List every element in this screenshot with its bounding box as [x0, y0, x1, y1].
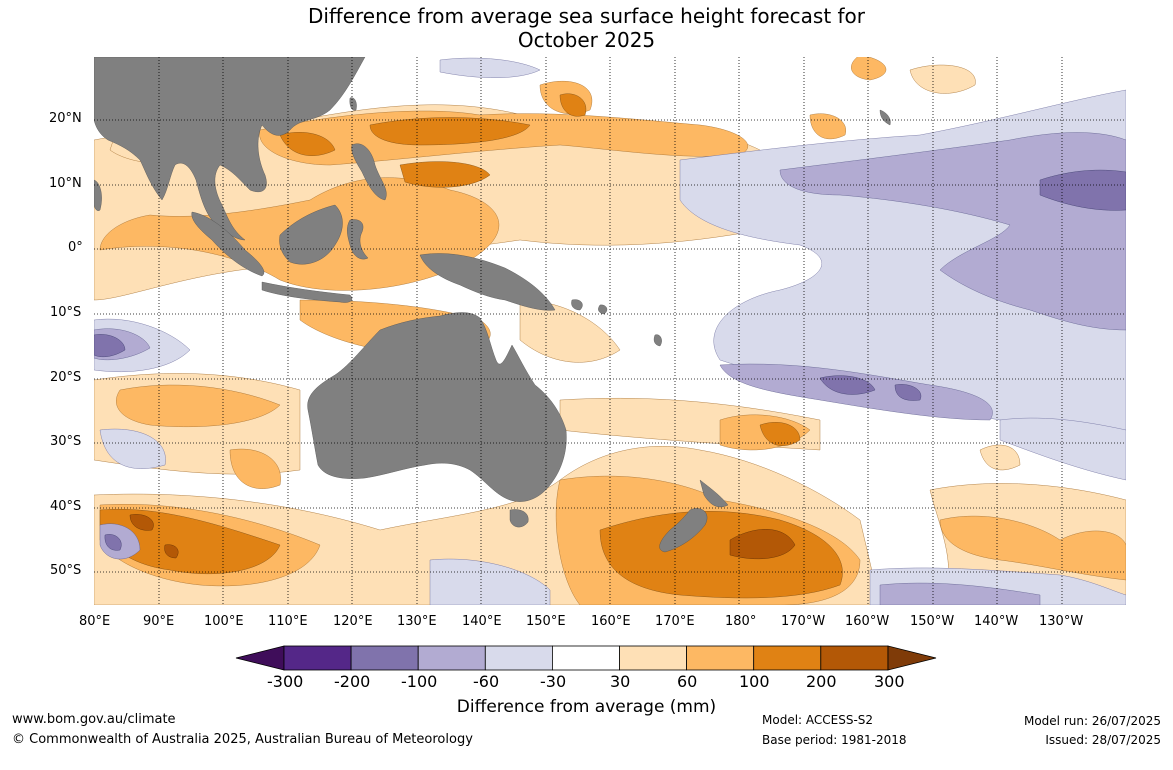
- lon-label: 170°E: [655, 614, 695, 629]
- colorbar-tick: -60: [473, 672, 500, 691]
- lat-label: 50°S: [50, 563, 82, 578]
- colorbar-swatch: [619, 645, 687, 671]
- lon-label: 170°W: [781, 614, 826, 629]
- lon-label: 80°E: [79, 614, 111, 629]
- lon-label: 110°E: [268, 614, 308, 629]
- colorbar-tick: -100: [401, 672, 438, 691]
- footer-model: Model: ACCESS-S2: [762, 713, 874, 727]
- lon-label: 130°W: [1039, 614, 1084, 629]
- chart-title: Difference from average sea surface heig…: [0, 4, 1173, 52]
- footer-url: www.bom.gov.au/climate: [12, 712, 176, 727]
- lon-label: 130°E: [397, 614, 437, 629]
- lat-label: 10°S: [50, 305, 82, 320]
- lon-label: 150°W: [910, 614, 955, 629]
- colorbar-high-arrow: [887, 645, 937, 671]
- footer-copyright: © Commonwealth of Australia 2025, Austra…: [12, 732, 473, 747]
- lon-label: 90°E: [143, 614, 175, 629]
- lat-label: 10°N: [49, 176, 82, 191]
- colorbar-label: Difference from average (mm): [456, 697, 717, 717]
- lon-label: 160°W: [845, 614, 890, 629]
- colorbar-tick: -200: [334, 672, 371, 691]
- colorbar-swatch: [417, 645, 486, 671]
- colorbar-swatch: [686, 645, 755, 671]
- lon-label: 120°E: [333, 614, 373, 629]
- colorbar: [235, 645, 937, 671]
- footer-issued: Issued: 28/07/2025: [1045, 733, 1161, 747]
- graticule: [94, 57, 1126, 605]
- title-line-1: Difference from average sea surface heig…: [307, 4, 866, 28]
- colorbar-swatch: [350, 645, 419, 671]
- lon-label: 100°E: [204, 614, 244, 629]
- colorbar-swatch: [753, 645, 822, 671]
- lat-label: 0°: [68, 240, 83, 255]
- lon-label: 140°W: [974, 614, 1019, 629]
- anomaly-200-300: [129, 514, 796, 560]
- anomaly-neg100-neg200: [94, 169, 1126, 551]
- lat-label: 20°N: [49, 111, 82, 126]
- colorbar-tick: 60: [677, 672, 698, 691]
- title-line-2: October 2025: [517, 28, 656, 52]
- lon-label: 140°E: [462, 614, 502, 629]
- lat-label: 40°S: [50, 499, 82, 514]
- footer-base-period: Base period: 1981-2018: [762, 733, 907, 747]
- map-area: [94, 57, 1126, 605]
- colorbar-tick: -300: [267, 672, 304, 691]
- colorbar-tick: 200: [806, 672, 837, 691]
- lat-label: 30°S: [50, 434, 82, 449]
- lon-label: 180°: [725, 614, 757, 629]
- colorbar-low-arrow: [235, 645, 285, 671]
- land: [94, 57, 891, 553]
- lon-label: 160°E: [591, 614, 631, 629]
- colorbar-swatch: [484, 645, 553, 671]
- colorbar-tick: 30: [610, 672, 631, 691]
- colorbar-tick: 100: [739, 672, 770, 691]
- colorbar-tick: -30: [540, 672, 567, 691]
- colorbar-swatch: [283, 645, 352, 671]
- colorbar-swatch: [552, 645, 620, 671]
- lat-label: 20°S: [50, 370, 82, 385]
- colorbar-tick: 300: [874, 672, 905, 691]
- lon-label: 150°E: [526, 614, 566, 629]
- footer-model-run: Model run: 26/07/2025: [1023, 714, 1161, 728]
- colorbar-swatch: [820, 645, 889, 671]
